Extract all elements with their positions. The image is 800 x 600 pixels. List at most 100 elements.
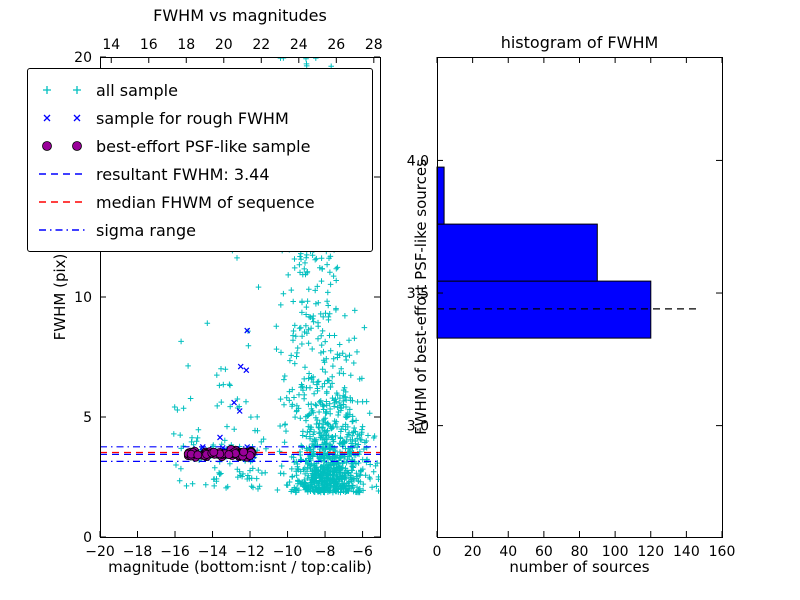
scatter-point-plus bbox=[299, 299, 305, 306]
scatter-point-plus bbox=[347, 395, 353, 401]
scatter-point-plus bbox=[371, 433, 378, 439]
tick-label: 14 bbox=[102, 37, 120, 53]
scatter-point-plus bbox=[245, 472, 251, 479]
histogram-bar bbox=[436, 166, 445, 225]
scatter-point-plus bbox=[347, 406, 353, 413]
scatter-point-plus bbox=[306, 314, 312, 320]
scatter-point-plus bbox=[325, 302, 331, 309]
scatter-point-plus bbox=[277, 423, 283, 429]
scatter-point-plus bbox=[304, 298, 311, 304]
scatter-point-plus bbox=[332, 396, 339, 402]
scatter-point-plus bbox=[274, 487, 281, 493]
scatter-point-plus bbox=[290, 328, 297, 334]
scatter-point-plus bbox=[294, 485, 300, 491]
scatter-point-plus bbox=[319, 366, 326, 372]
tick-label: −10 bbox=[273, 544, 303, 560]
scatter-point-plus bbox=[362, 472, 369, 478]
scatter-point-plus bbox=[340, 423, 346, 430]
scatter-point-plus bbox=[301, 477, 308, 483]
scatter-point-plus bbox=[305, 340, 312, 347]
scatter-point-plus bbox=[369, 484, 375, 491]
scatter-point-plus bbox=[327, 441, 333, 447]
tick-label: −8 bbox=[315, 544, 336, 560]
tick-label: −14 bbox=[198, 544, 228, 560]
scatter-point-plus bbox=[339, 350, 346, 356]
scatter-point-plus bbox=[234, 396, 241, 402]
scatter-point-plus bbox=[301, 329, 308, 335]
scatter-point-plus bbox=[286, 397, 293, 404]
scatter-point-plus bbox=[180, 405, 187, 412]
scatter-point-plus bbox=[363, 459, 370, 466]
scatter-point-plus bbox=[254, 427, 261, 434]
scatter-point-plus bbox=[324, 436, 330, 443]
scatter-point-plus bbox=[290, 337, 296, 344]
scatter-point-plus bbox=[355, 478, 362, 484]
scatter-point-plus bbox=[324, 470, 331, 477]
scatter-point-plus bbox=[331, 332, 338, 339]
scatter-point-plus bbox=[314, 283, 321, 290]
scatter-point-plus bbox=[286, 388, 293, 395]
scatter-point-plus bbox=[302, 364, 308, 370]
scatter-point-plus bbox=[342, 389, 349, 395]
scatter-point-plus bbox=[299, 383, 306, 390]
scatter-point-plus bbox=[331, 472, 337, 478]
scatter-point-plus bbox=[299, 341, 305, 347]
scatter-point-plus bbox=[346, 352, 353, 359]
scatter-point-plus bbox=[273, 323, 280, 330]
scatter-point-plus bbox=[322, 338, 328, 345]
scatter-point-plus bbox=[313, 402, 320, 409]
scatter-point-plus bbox=[341, 385, 348, 391]
scatter-point-plus bbox=[187, 395, 194, 402]
scatter-point-plus bbox=[303, 433, 310, 440]
tick-label: 16 bbox=[140, 37, 158, 53]
scatter-point-plus bbox=[300, 387, 306, 394]
scatter-point-plus bbox=[366, 410, 373, 416]
scatter-point-plus bbox=[346, 337, 352, 344]
scatter-point-plus bbox=[355, 487, 362, 493]
scatter-point-plus bbox=[277, 470, 284, 477]
scatter-point-plus bbox=[363, 438, 370, 444]
scatter-point-plus bbox=[305, 473, 312, 479]
scatter-point-plus bbox=[255, 467, 262, 473]
scatter-point-plus bbox=[360, 481, 367, 487]
scatter-point-plus bbox=[333, 265, 340, 272]
scatter-point-plus bbox=[334, 390, 340, 396]
scatter-point-plus bbox=[299, 333, 305, 339]
scatter-point-plus bbox=[248, 414, 254, 420]
scatter-point-plus bbox=[307, 488, 314, 494]
scatter-point-plus bbox=[351, 425, 357, 431]
scatter-point-plus bbox=[350, 482, 356, 489]
scatter-point-plus bbox=[359, 423, 366, 430]
scatter-point-plus bbox=[337, 395, 343, 401]
scatter-point-plus bbox=[308, 325, 314, 332]
legend-item-median-fwhm: median FHWM of sequence bbox=[36, 188, 364, 216]
scatter-point-plus bbox=[310, 319, 317, 325]
scatter-point-plus bbox=[304, 461, 311, 467]
scatter-point-plus bbox=[322, 456, 328, 462]
scatter-point-plus bbox=[300, 271, 306, 278]
scatter-point-plus bbox=[292, 360, 298, 367]
scatter-point-x bbox=[237, 363, 244, 370]
scatter-point-plus bbox=[298, 256, 304, 262]
legend-item-label: median FHWM of sequence bbox=[96, 192, 315, 212]
scatter-point-plus bbox=[320, 314, 326, 320]
scatter-point-plus bbox=[254, 414, 260, 420]
scatter-point-plus bbox=[318, 342, 325, 348]
scatter-point-plus bbox=[291, 394, 297, 401]
scatter-point-plus bbox=[340, 393, 347, 399]
scatter-point-plus bbox=[311, 438, 317, 444]
scatter-point-plus bbox=[327, 347, 334, 354]
tick-label: 24 bbox=[290, 37, 308, 53]
scatter-point-plus bbox=[363, 445, 370, 451]
tick-label: 22 bbox=[252, 37, 270, 53]
scatter-point-plus bbox=[315, 336, 321, 342]
scatter-point-plus bbox=[325, 461, 331, 467]
scatter-point-plus bbox=[375, 474, 380, 480]
scatter-point-plus bbox=[324, 481, 330, 487]
scatter-point-plus bbox=[317, 400, 324, 406]
scatter-point-plus bbox=[332, 488, 339, 495]
scatter-point-plus bbox=[290, 298, 296, 305]
scatter-point-plus bbox=[174, 407, 181, 413]
scatter-point-plus bbox=[320, 348, 327, 355]
scatter-point-plus bbox=[319, 470, 326, 477]
